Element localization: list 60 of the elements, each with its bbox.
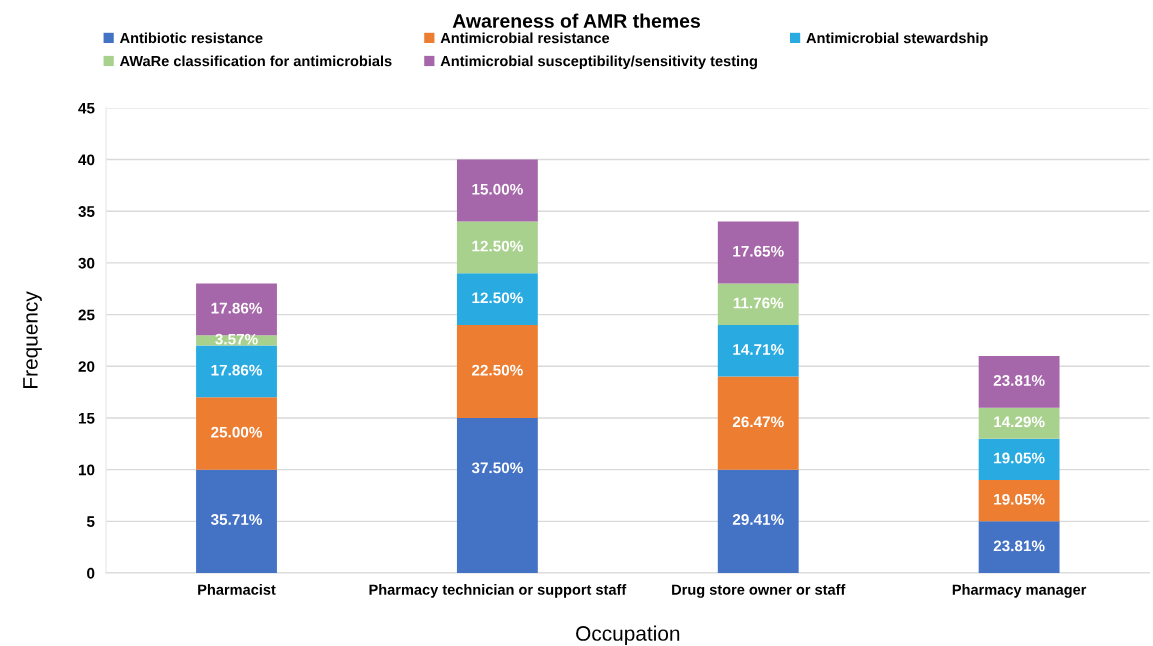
x-tick-label: Pharmacy technician or support staff [369,584,627,598]
chart-title: Awareness of AMR themes [452,13,700,28]
y-tick-label: 45 [78,102,95,114]
x-tick-label: Pharmacy manager [952,584,1087,598]
annotation: 3.57% [215,333,258,345]
annotation: 12.50% [472,292,523,304]
annotation: 37.50% [471,462,523,474]
legend-label: AWaRe classification for antimicrobials [119,55,392,67]
y-axis-title: Frequency [23,291,42,388]
annotation: 11.76% [733,297,784,309]
bar [196,345,277,398]
annotation: 29.41% [732,514,784,525]
annotation: 35.71% [210,514,263,525]
y-tick-label: 0 [87,567,95,579]
annotation: 14.29% [994,416,1045,428]
y-tick-label: 10 [78,464,95,476]
bar [456,159,538,222]
annotation: 26.47% [732,416,784,428]
bar [717,324,799,377]
bar [196,469,277,573]
bar [978,521,1060,573]
bar [456,273,538,325]
bar [717,283,799,325]
bar [196,397,277,470]
bar [978,407,1060,439]
y-tick-label: 30 [78,257,95,269]
x-tick-label: Pharmacist [198,584,276,595]
bar [978,355,1060,408]
bar [456,324,538,418]
bar [978,479,1060,522]
y-tick-label: 20 [78,361,95,372]
annotation: 23.81% [993,540,1045,552]
bar [717,376,799,470]
annotation: 19.05% [994,493,1045,505]
x-axis-title: Occupation [576,625,680,645]
legend-label: Antimicrobial stewardship [806,32,988,47]
bar [717,221,799,284]
y-tick-label: 5 [86,516,95,528]
annotation: 23.81% [993,375,1045,386]
legend-label: Antibiotic resistance [119,32,263,44]
y-tick-label: 40 [78,154,95,166]
annotation: 25.00% [211,426,263,438]
annotation: 22.50% [472,364,523,376]
bar [456,221,538,274]
bar [978,438,1060,480]
legend-label: Antimicrobial susceptibility/sensitivity testing [440,55,757,70]
annotation: 15.00% [472,183,523,195]
annotation: 17.86% [211,364,263,376]
x-tick-label: Drug store owner or staff [672,584,846,598]
annotation: 17.86% [211,302,263,314]
annotation: 12.50% [472,240,523,252]
annotation: 14.71% [733,344,784,355]
y-tick-label: 35 [78,206,95,217]
y-tick-label: 25 [78,309,95,321]
annotation: 17.65% [733,245,784,257]
bar [717,469,799,573]
y-tick-label: 15 [78,412,95,424]
legend-label: Antimicrobial resistance [440,32,610,44]
annotation: 19.05% [994,452,1045,464]
bar [456,417,538,573]
